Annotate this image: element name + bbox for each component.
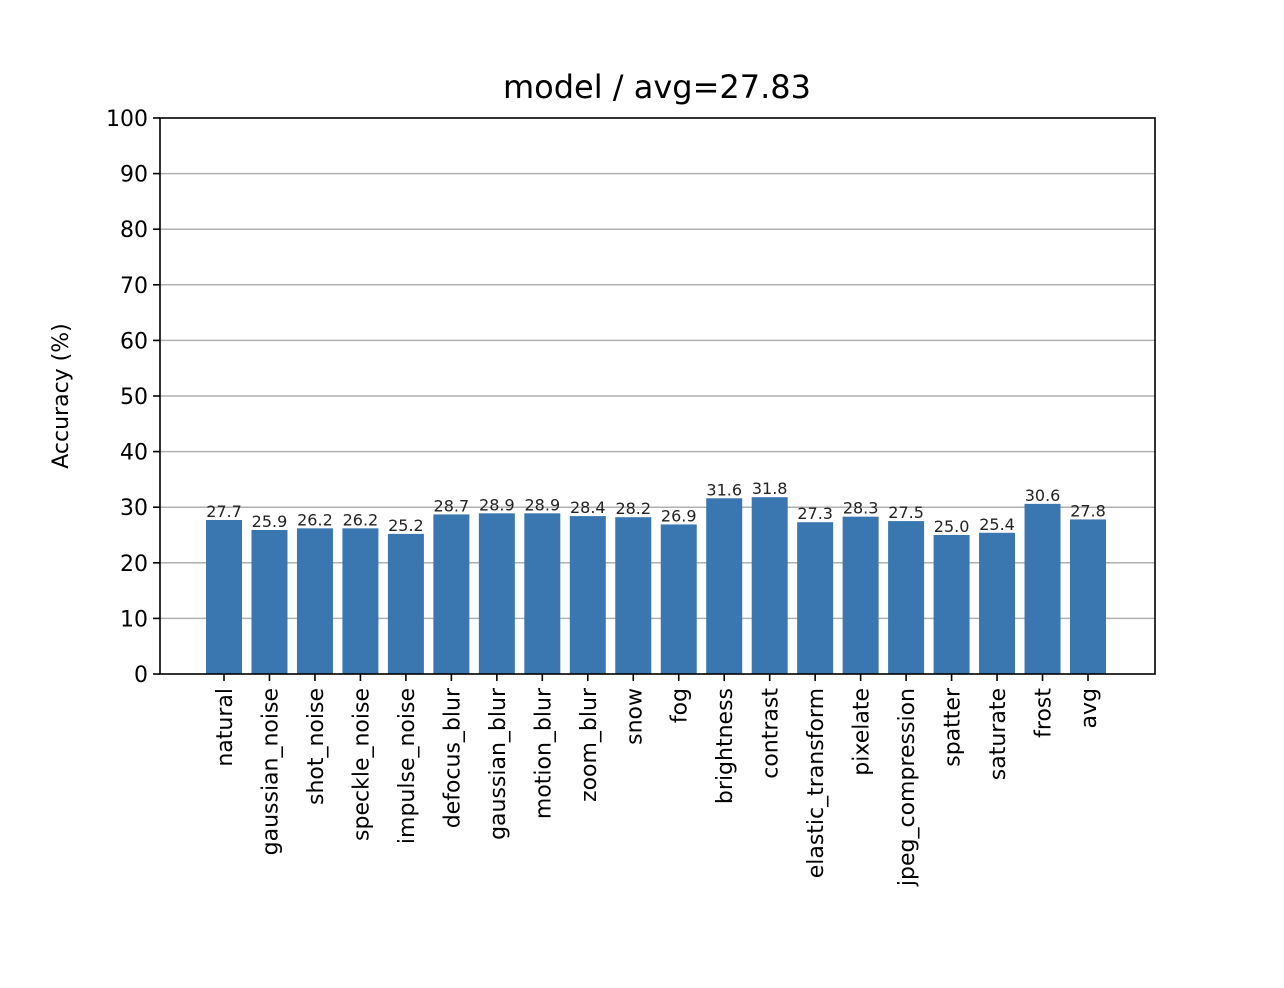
bar-jpeg-compression	[888, 521, 925, 674]
x-tick-label: pixelate	[850, 688, 875, 776]
bar-shot-noise	[296, 528, 333, 674]
bar-value-label: 27.3	[797, 504, 833, 523]
x-tick-label: avg	[1077, 688, 1102, 728]
bar-value-label: 31.8	[752, 479, 788, 498]
bar-value-label: 26.2	[297, 510, 333, 529]
y-tick-label: 90	[120, 163, 148, 188]
bar-value-label: 28.9	[525, 495, 561, 514]
bar-contrast	[751, 497, 788, 674]
x-tick-label: frost	[1032, 688, 1057, 738]
x-tick-label: natural	[213, 688, 238, 767]
y-tick-label: 0	[134, 663, 148, 688]
x-tick-label: gaussian_noise	[258, 688, 283, 855]
x-tick-label: jpeg_compression	[895, 688, 920, 887]
bar-value-label: 25.4	[979, 515, 1015, 534]
bar-avg	[1070, 519, 1106, 674]
x-tick-label: impulse_noise	[395, 688, 420, 844]
y-tick-label: 20	[120, 552, 148, 577]
bar-value-label: 25.2	[388, 516, 424, 535]
chart-title: model / avg=27.83	[503, 68, 811, 106]
x-tick-label: speckle_noise	[349, 688, 374, 841]
y-tick-label: 10	[120, 607, 148, 632]
bar-value-label: 27.8	[1070, 501, 1106, 520]
x-tick-label: elastic_transform	[804, 688, 829, 878]
bar-frost	[1024, 503, 1061, 674]
x-tick-label: motion_blur	[531, 687, 556, 819]
y-tick-label: 80	[120, 218, 148, 243]
bar-saturate	[979, 532, 1016, 674]
bar-impulse-noise	[387, 533, 424, 674]
bar-defocus-blur	[433, 514, 470, 674]
x-tick-label: contrast	[759, 688, 784, 779]
bar-value-label: 27.5	[888, 503, 924, 522]
bar-value-label: 25.0	[934, 517, 970, 536]
bar-elastic-transform	[797, 522, 834, 674]
y-tick-label: 40	[120, 441, 148, 466]
x-tick-label: brightness	[713, 688, 738, 804]
bar-value-label: 28.7	[434, 496, 470, 515]
x-tick-label: gaussian_blur	[486, 687, 511, 840]
bar-value-label: 28.3	[843, 499, 879, 518]
y-tick-label: 30	[120, 496, 148, 521]
bar-value-label: 25.9	[252, 512, 288, 531]
bar-gaussian-noise	[251, 529, 288, 674]
bar-value-label: 28.9	[479, 495, 515, 514]
bars	[206, 497, 1106, 674]
y-tick-label: 60	[120, 329, 148, 354]
bar-natural	[206, 519, 242, 674]
bar-gaussian-blur	[478, 513, 515, 674]
bar-value-label: 31.6	[706, 480, 742, 499]
bar-value-labels: 27.7 25.9 26.2 26.2 25.2 28.7 28.9 28.9 28.4 28.2…	[206, 479, 1106, 536]
bar-value-label: 27.7	[206, 502, 242, 521]
x-tick-label: saturate	[986, 688, 1011, 780]
bar-value-label: 26.2	[343, 510, 379, 529]
x-tick-label: shot_noise	[304, 688, 329, 805]
x-axis-ticks: natural gaussian_noise shot_noise speckle_n…	[213, 674, 1102, 887]
x-tick-label: snow	[622, 688, 647, 745]
x-tick-label: spatter	[941, 687, 966, 767]
bar-value-label: 30.6	[1025, 486, 1061, 505]
bar-speckle-noise	[342, 528, 379, 674]
y-tick-label: 100	[106, 107, 148, 132]
bar-pixelate	[842, 516, 879, 674]
bar-value-label: 28.2	[615, 499, 651, 518]
x-tick-label: zoom_blur	[577, 687, 602, 802]
bar-snow	[615, 517, 652, 674]
x-tick-label: fog	[668, 688, 693, 723]
y-axis-ticks: 0 10 20 30 40 50 60 70 80 90 100	[106, 107, 160, 688]
bar-spatter	[933, 535, 970, 674]
bar-value-label: 28.4	[570, 498, 606, 517]
y-axis-label: Accuracy (%)	[49, 323, 74, 469]
bar-brightness	[706, 498, 743, 674]
bar-fog	[660, 524, 697, 674]
bar-zoom-blur	[569, 516, 606, 674]
bar-motion-blur	[524, 513, 561, 674]
y-tick-label: 70	[120, 274, 148, 299]
y-tick-label: 50	[120, 385, 148, 410]
x-tick-label: defocus_blur	[440, 687, 465, 828]
bar-value-label: 26.9	[661, 506, 697, 525]
